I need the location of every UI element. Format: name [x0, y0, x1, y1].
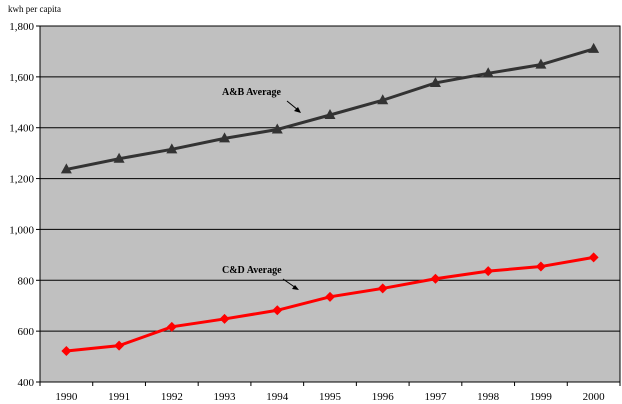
data-point-diamond	[325, 291, 335, 302]
data-point-diamond	[166, 321, 177, 332]
x-tick-label: 2000	[583, 391, 606, 403]
data-point-triangle	[377, 94, 389, 105]
x-tick-label: 1990	[55, 391, 78, 403]
x-tick-label: 1999	[530, 391, 553, 403]
annotation-arrow-cd	[282, 278, 299, 290]
y-tick-label: 400	[18, 377, 35, 389]
series-label-ab-average: A&B Average	[222, 87, 282, 98]
data-point-triangle	[271, 123, 283, 134]
data-point-diamond	[535, 261, 546, 272]
data-point-diamond	[219, 313, 230, 324]
data-point-triangle	[482, 67, 494, 78]
x-tick-label: 1995	[319, 391, 342, 403]
x-tick-label: 1997	[424, 391, 447, 403]
data-point-triangle	[60, 163, 72, 174]
data-point-triangle	[324, 109, 336, 119]
y-tick-label: 800	[18, 275, 35, 287]
x-tick-label: 1992	[161, 391, 183, 403]
data-point-diamond	[377, 283, 388, 294]
data-point-triangle	[535, 58, 547, 69]
y-tick-label: 1,400	[9, 123, 34, 135]
y-tick-label: 1,800	[9, 21, 34, 33]
x-tick-label: 1996	[372, 391, 395, 403]
x-tick-label: 1993	[214, 391, 237, 403]
y-tick-label: 1,200	[9, 174, 34, 186]
data-point-diamond	[114, 340, 125, 351]
data-point-triangle	[219, 132, 231, 143]
data-point-triangle	[429, 76, 441, 87]
annotation-arrow-ab	[286, 100, 301, 113]
y-tick-label: 600	[18, 326, 35, 338]
data-point-diamond	[430, 273, 441, 284]
data-point-triangle	[113, 152, 125, 163]
y-axis-label: kwh per capita	[8, 4, 61, 14]
y-tick-label: 1,000	[9, 224, 34, 236]
data-point-diamond	[588, 252, 599, 263]
data-point-diamond	[483, 266, 494, 277]
data-point-diamond	[61, 345, 72, 356]
y-tick-label: 1,600	[9, 72, 34, 84]
data-point-triangle	[166, 143, 178, 154]
x-tick-label: 1991	[108, 391, 130, 403]
x-tick-label: 1998	[477, 391, 500, 403]
data-point-triangle	[588, 42, 600, 53]
data-point-diamond	[272, 305, 283, 316]
x-tick-label: 1994	[266, 391, 289, 403]
series-label-cd-average: C&D Average	[222, 265, 282, 276]
plot-area	[39, 25, 621, 383]
